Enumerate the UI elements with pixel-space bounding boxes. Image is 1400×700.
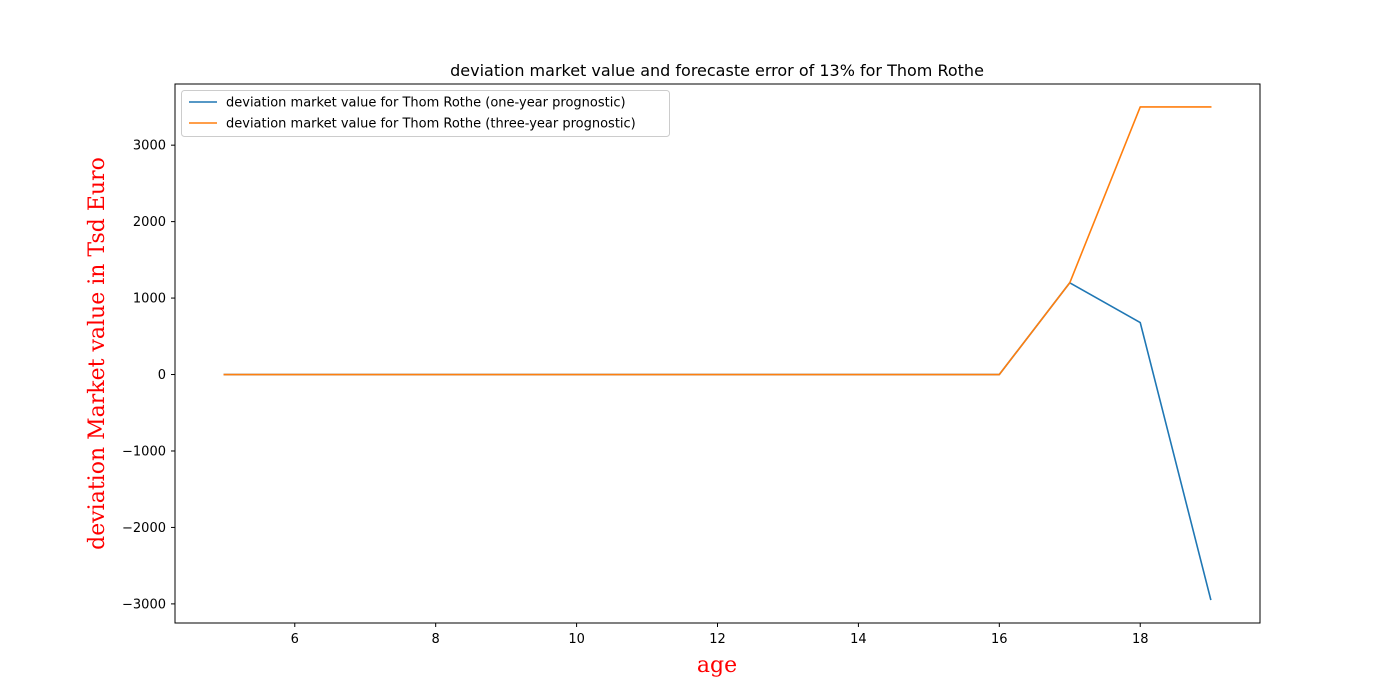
y-axis-label: deviation Market value in Tsd Euro: [85, 157, 110, 550]
y-tick-label: 2000: [133, 215, 166, 230]
x-tick-label: 18: [1132, 632, 1149, 647]
legend: deviation market value for Thom Rothe (o…: [181, 90, 670, 137]
x-tick-label: 6: [291, 632, 299, 647]
x-tick-label: 10: [568, 632, 585, 647]
x-axis-label: age: [697, 653, 737, 678]
chart-title: deviation market value and forecaste err…: [450, 61, 984, 80]
legend-box: [181, 90, 670, 137]
x-tick-label: 8: [432, 632, 440, 647]
y-tick-label: 1000: [133, 292, 166, 307]
y-axis: −3000 −2000 −1000 0 1000 2000 3000: [122, 139, 175, 612]
legend-label-2: deviation market value for Thom Rothe (t…: [226, 117, 636, 132]
legend-label-1: deviation market value for Thom Rothe (o…: [226, 96, 626, 111]
y-tick-label: 0: [158, 368, 166, 383]
y-tick-label: −1000: [122, 444, 166, 459]
y-tick-label: −2000: [122, 521, 166, 536]
x-axis: 6 8 10 12 14 16 18: [291, 623, 1149, 647]
series-layer: [223, 106, 1212, 601]
x-tick-label: 12: [709, 632, 726, 647]
y-tick-label: 3000: [133, 139, 166, 154]
x-tick-label: 14: [850, 632, 867, 647]
x-tick-label: 16: [991, 632, 1008, 647]
y-tick-label: −3000: [122, 597, 166, 612]
series-line-2: [223, 106, 1212, 376]
